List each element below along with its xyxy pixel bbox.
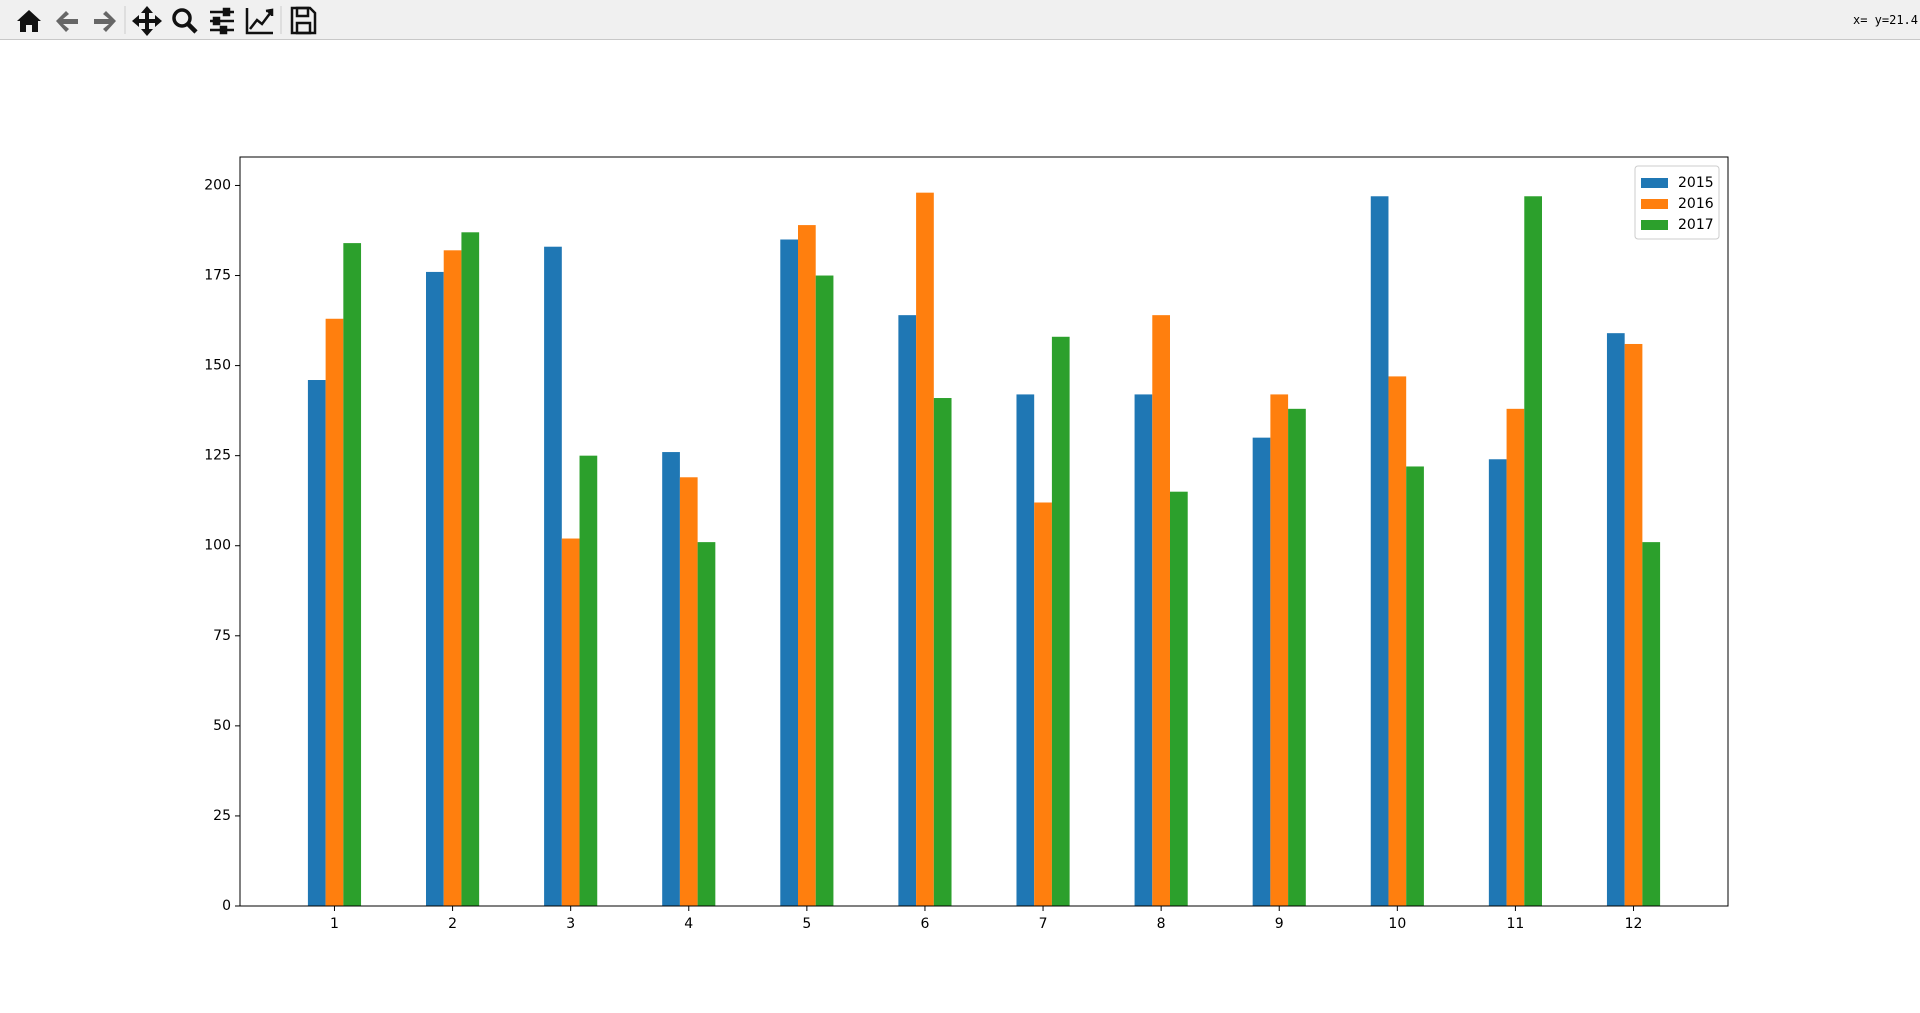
bar [1606,333,1625,906]
x-tick-label: 12 [1625,916,1643,932]
bar [662,452,680,906]
bar [1624,343,1643,906]
bar [1406,466,1424,906]
x-tick-label: 7 [1039,916,1048,932]
bar [1270,394,1289,906]
bar [561,538,580,906]
bar [461,232,480,907]
y-tick-label: 150 [204,358,231,374]
y-tick-label: 200 [204,177,231,193]
legend: 2015 2016 2017 [1634,165,1720,240]
zoom-button[interactable] [172,8,198,34]
bar [325,318,344,906]
bar [1288,408,1306,906]
x-tick-label: 8 [1157,916,1166,932]
toolbar: x= y=21.4 [0,0,1920,40]
configure-button[interactable] [210,7,234,35]
bar [307,380,326,907]
edit-axis-button[interactable] [245,8,274,35]
bar [1488,459,1507,906]
toolbar-icons [17,6,317,36]
bar [579,455,598,906]
bar [1506,408,1525,906]
bar [1034,502,1052,906]
x-tick-label: 6 [920,916,929,932]
bar [679,477,698,906]
y-tick-label: 100 [204,538,231,554]
bar [1642,542,1661,906]
y-tick-label: 75 [213,628,231,644]
bar [1370,196,1389,907]
legend-label: 2015 [1678,175,1714,191]
bar [933,398,952,906]
bar [1016,394,1035,906]
bar [443,250,462,907]
legend-swatch [1641,220,1668,230]
y-tick-label: 25 [213,808,231,824]
back-button[interactable] [56,11,78,32]
status-text: x= y=21.4 [1852,13,1918,27]
forward-button[interactable] [94,11,116,32]
bar [544,246,562,906]
legend-label: 2017 [1678,217,1714,233]
save-button[interactable] [290,6,317,35]
bar [1051,336,1070,906]
legend-swatch [1641,178,1668,188]
bar [343,243,362,906]
x-tick-label: 10 [1388,916,1406,932]
plot-frame [239,156,1729,907]
x-tick-label: 11 [1507,916,1525,932]
x-tick-label: 5 [802,916,811,932]
x-tick-label: 4 [684,916,693,932]
x-tick-label: 2 [448,916,457,932]
x-tick-label: 9 [1275,916,1284,932]
bar [798,225,816,906]
legend-label: 2016 [1678,196,1714,212]
y-tick-label: 175 [204,268,231,284]
y-tick-label: 125 [204,448,231,464]
bar [1170,491,1188,906]
bar [1388,376,1407,906]
bar [780,239,798,906]
bar [1524,196,1542,907]
bar [1152,315,1170,906]
bar [1134,394,1153,906]
home-button[interactable] [17,10,41,32]
bar [426,271,444,906]
bar [898,315,917,906]
y-tick-label: 50 [213,718,231,734]
bar [1252,437,1271,906]
bar [697,542,716,906]
y-tick-label: 0 [222,898,231,914]
bar [916,192,934,906]
x-tick-label: 1 [330,916,339,932]
pan-button[interactable] [132,6,162,36]
x-tick-label: 3 [566,916,575,932]
legend-swatch [1641,199,1668,209]
bar [815,275,834,906]
